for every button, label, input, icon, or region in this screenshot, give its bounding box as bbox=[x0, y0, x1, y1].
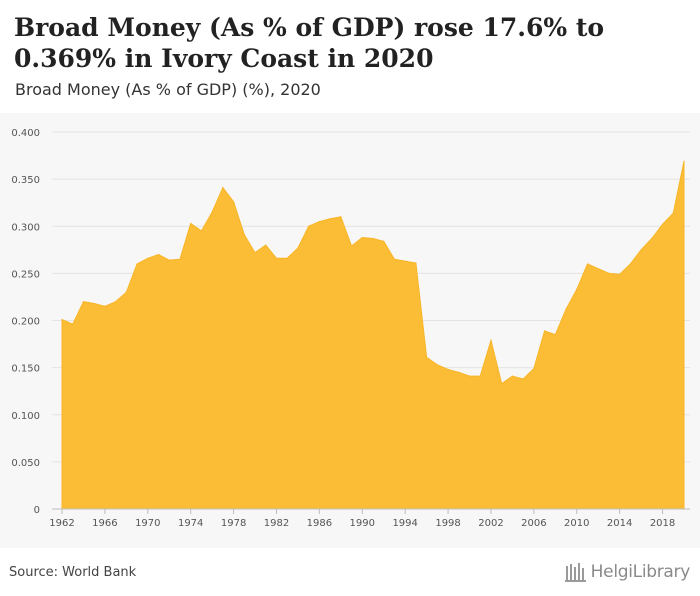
data-point bbox=[490, 339, 492, 341]
data-point bbox=[683, 160, 685, 162]
x-tick-label: 2014 bbox=[607, 518, 632, 529]
data-point bbox=[447, 368, 449, 371]
data-point bbox=[350, 245, 353, 247]
data-point bbox=[104, 305, 106, 307]
data-point bbox=[533, 367, 535, 370]
data-point bbox=[651, 237, 653, 240]
data-point bbox=[501, 383, 503, 385]
y-tick-label: 0 bbox=[34, 505, 40, 516]
data-point bbox=[404, 260, 406, 262]
data-area bbox=[61, 160, 685, 510]
data-point bbox=[629, 263, 631, 265]
data-point bbox=[275, 257, 278, 259]
x-tick-label: 1986 bbox=[307, 518, 332, 529]
x-tick-label: 1970 bbox=[135, 518, 160, 529]
x-tick-label: 2010 bbox=[564, 518, 589, 529]
y-tick-label: 0.350 bbox=[11, 175, 40, 186]
data-point bbox=[232, 201, 235, 203]
brand-logo: HelgiLibrary bbox=[564, 560, 691, 584]
data-point bbox=[554, 334, 556, 336]
data-point bbox=[468, 375, 471, 377]
data-point bbox=[393, 258, 396, 260]
data-point bbox=[436, 364, 438, 366]
x-tick-label: 1998 bbox=[435, 518, 460, 529]
data-point bbox=[243, 234, 245, 236]
data-point bbox=[415, 262, 417, 264]
data-point bbox=[168, 259, 170, 261]
brand-name: HelgiLibrary bbox=[590, 562, 691, 582]
data-point bbox=[82, 301, 85, 303]
data-point bbox=[318, 220, 320, 223]
data-point bbox=[200, 230, 203, 232]
data-point bbox=[340, 216, 342, 218]
data-point bbox=[72, 323, 74, 325]
data-point bbox=[147, 257, 149, 259]
data-point bbox=[61, 318, 63, 321]
data-point bbox=[522, 378, 524, 380]
x-tick-label: 1962 bbox=[49, 518, 74, 529]
data-point bbox=[565, 308, 567, 310]
data-point bbox=[361, 236, 363, 239]
data-point bbox=[597, 268, 599, 270]
data-point bbox=[511, 375, 514, 377]
data-point bbox=[136, 263, 138, 265]
library-icon bbox=[564, 563, 586, 582]
x-tick-label: 1990 bbox=[350, 518, 375, 529]
y-tick-label: 0.150 bbox=[11, 364, 40, 375]
data-point bbox=[222, 187, 224, 189]
data-point bbox=[576, 288, 578, 290]
data-point bbox=[619, 273, 621, 275]
data-point bbox=[661, 223, 664, 225]
data-point bbox=[608, 272, 610, 274]
data-point bbox=[297, 247, 299, 249]
data-point bbox=[93, 302, 95, 305]
data-point bbox=[543, 330, 546, 332]
source-note: Source: World Bank bbox=[9, 565, 137, 580]
series-area bbox=[61, 161, 685, 510]
data-point bbox=[672, 212, 674, 214]
chart-footer: Source: World Bank HelgiLibrary bbox=[0, 548, 700, 596]
chart-title: Broad Money (As % of GDP) rose 17.6% to … bbox=[14, 13, 605, 73]
data-point bbox=[286, 257, 288, 259]
data-point bbox=[329, 218, 331, 220]
data-point bbox=[372, 237, 374, 240]
chart-plot-area: 0 0.050 0.100 0.150 0.200 0.250 0.300 0.350 0.40… bbox=[0, 113, 700, 548]
axes: 0 0.050 0.100 0.150 0.200 0.250 0.300 0.350 0.40… bbox=[11, 128, 690, 529]
y-tick-label: 0.300 bbox=[11, 222, 40, 233]
x-tick-label: 1974 bbox=[178, 518, 203, 529]
x-tick-label: 1978 bbox=[221, 518, 246, 529]
chart-header: Broad Money (As % of GDP) rose 17.6% to … bbox=[0, 0, 700, 113]
y-tick-label: 0.050 bbox=[11, 458, 40, 469]
x-tick-label: 1966 bbox=[92, 518, 117, 529]
data-point bbox=[586, 263, 589, 265]
data-point bbox=[157, 253, 160, 256]
x-tick-label: 1994 bbox=[392, 518, 417, 529]
x-tick-label: 2018 bbox=[650, 518, 675, 529]
data-point bbox=[479, 375, 481, 377]
data-point bbox=[254, 252, 256, 254]
x-tick-label: 2006 bbox=[521, 518, 546, 529]
data-point bbox=[125, 291, 127, 293]
data-point bbox=[640, 249, 642, 251]
x-tick-label: 1982 bbox=[264, 518, 289, 529]
y-tick-label: 0.400 bbox=[11, 128, 40, 139]
data-point bbox=[308, 225, 310, 227]
data-point bbox=[190, 222, 192, 225]
area-chart: 0 0.050 0.100 0.150 0.200 0.250 0.300 0.350 0.40… bbox=[11, 128, 690, 529]
y-tick-label: 0.200 bbox=[11, 317, 40, 328]
chart-subtitle: Broad Money (As % of GDP) (%), 2020 bbox=[15, 80, 321, 99]
data-point bbox=[211, 211, 213, 213]
data-point bbox=[265, 244, 267, 246]
data-point bbox=[383, 240, 385, 242]
data-point bbox=[458, 371, 460, 373]
data-point bbox=[426, 356, 428, 358]
x-tick-label: 2002 bbox=[478, 518, 503, 529]
data-point bbox=[115, 301, 117, 303]
y-tick-label: 0.100 bbox=[11, 411, 40, 422]
data-point bbox=[179, 258, 181, 260]
y-tick-label: 0.250 bbox=[11, 269, 40, 280]
